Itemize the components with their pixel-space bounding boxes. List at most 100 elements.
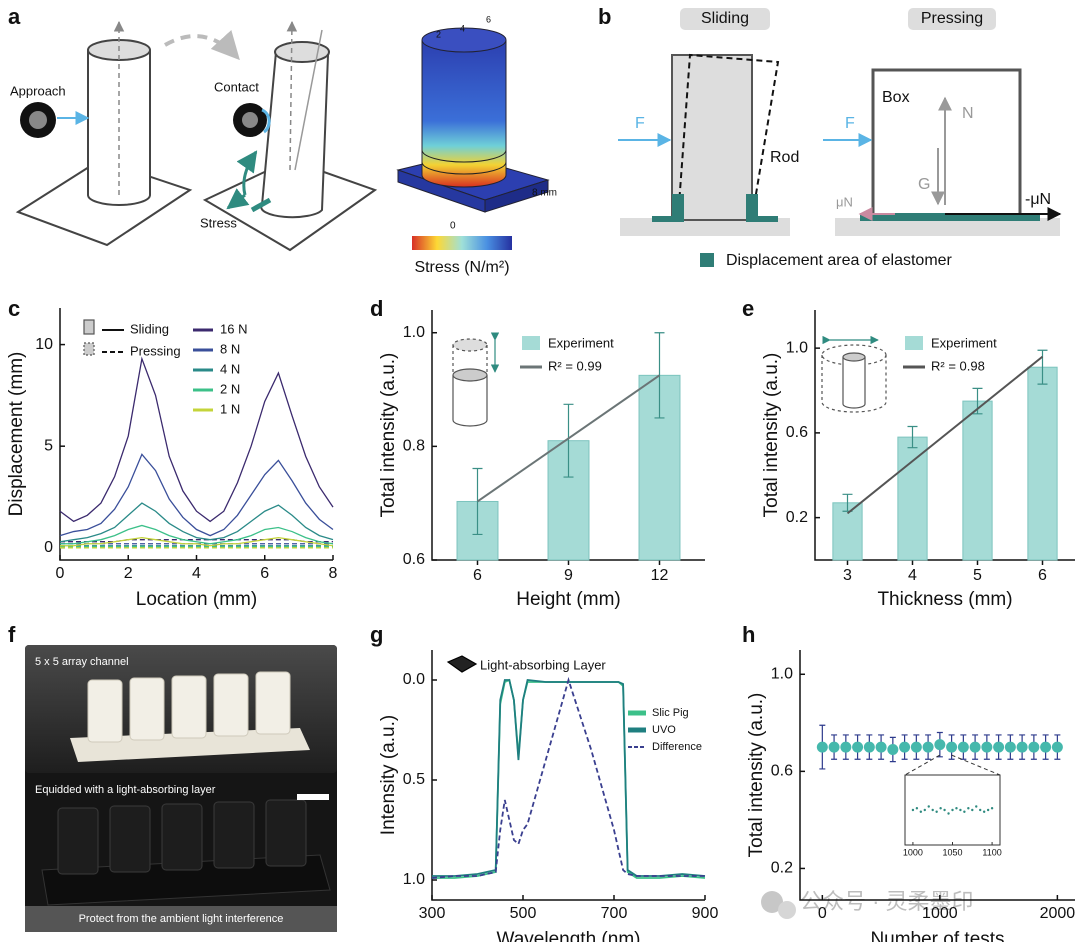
label: 0 [450,221,456,232]
caption-strip [25,906,337,932]
label: 2 [436,29,441,39]
legend-label: 8 N [220,341,240,356]
rod [671,54,753,221]
inset-tick-label: 1000 [903,847,923,857]
watermark-icon [761,891,783,913]
elastomer [860,213,1040,221]
x-tick-label: 6 [260,565,269,582]
sim-base-side [484,179,549,213]
label: Pressing [921,10,983,27]
caption: Protect from the ambient light interfere… [79,913,284,925]
x-axis-label: Height (mm) [516,589,621,610]
y-tick-label: 0.6 [403,551,425,568]
white-pillars [87,671,291,743]
panel-label: d [370,296,383,321]
legend-label: UVO [652,724,676,736]
inset-marker [971,808,974,812]
base-plate [15,158,193,247]
legend-swatch [522,336,540,350]
legend-label: R² = 0.98 [931,358,985,373]
y-axis-label: Intensity (a.u.) [378,715,399,835]
x-tick-label: 2000 [1040,905,1076,922]
line [60,536,334,547]
inset-marker [931,808,934,812]
inset-marker [986,808,990,812]
legend-label: Experiment [548,335,614,350]
legend-label: Difference [652,741,702,753]
pillar [213,673,249,737]
marker [875,741,887,753]
y-tick-label: 1.0 [403,324,425,341]
pillar [109,805,151,873]
marker [840,741,852,753]
ground [620,218,790,236]
stress-arrow [226,188,250,210]
elastomer [746,194,778,222]
sim-column-top [421,27,507,53]
marker [993,741,1005,753]
bar [897,436,928,561]
stress-arrow [236,150,258,196]
legend-label: 1 N [220,401,240,416]
watermark-text: 公众号 · 灵柔墨印 [800,889,974,914]
legend-label: 2 N [220,381,240,396]
chart-icons [83,319,887,673]
marker [863,741,875,753]
pillar [129,677,165,741]
x-tick-label: 300 [419,905,446,922]
x-tick-label: 6 [473,567,482,584]
panel-label: c [8,296,20,321]
panel-a-text: Approach Contact Stress 2 4 6 8 mm 0 Str… [10,14,557,276]
inset-marker [963,810,966,813]
caption: 5 x 5 array channel [35,656,129,668]
axes [431,650,705,901]
panel-label: b [598,4,611,29]
y-tick-label: 0.2 [786,509,808,526]
marker [946,741,958,753]
legend-label: Pressing [130,343,181,358]
marker [957,741,969,753]
marker [922,741,934,753]
label: Sliding [701,10,749,27]
cylinder-top [274,41,330,63]
label: Contact [214,79,259,94]
x-tick-label: 6 [1038,567,1047,584]
inset-marker [943,808,946,812]
marker [899,741,911,753]
label: 8 mm [532,188,557,199]
line [432,679,706,877]
icon [842,357,866,409]
error-bar [472,467,483,536]
probe-core [242,112,258,128]
y-tick-label: 10 [35,336,53,353]
x-axis-label: Number of tests [870,929,1004,942]
y-tick-label: 0.5 [403,771,425,788]
label: Box [882,89,910,106]
icon [83,342,95,356]
axis-arrow [286,20,298,171]
inset-marker [927,805,930,808]
tilt-line [294,29,323,171]
black-pillars [57,799,307,875]
y-tick-label: 0.8 [403,438,425,455]
label: Stress [200,215,237,230]
panel-label: a [8,4,21,29]
marker [934,739,946,751]
panel-b-text: Sliding Pressing F Rod F Box N G μN -μN … [635,10,1051,269]
panel-labels: a b c d e f g h [8,4,755,647]
inset-marker [935,810,938,813]
legend-swatch [905,336,923,350]
bar [962,400,993,561]
inset-marker [982,810,986,813]
x-tick-label: 500 [510,905,537,922]
y-tick-label: 1.0 [771,665,793,682]
x-tick-label: 2 [124,565,133,582]
icon [842,352,866,362]
legend-label: R² = 0.99 [548,358,602,373]
watermark: 公众号 · 灵柔墨印 [761,889,974,919]
marker [1028,741,1040,753]
error-bar [1037,349,1048,385]
line [59,453,334,537]
